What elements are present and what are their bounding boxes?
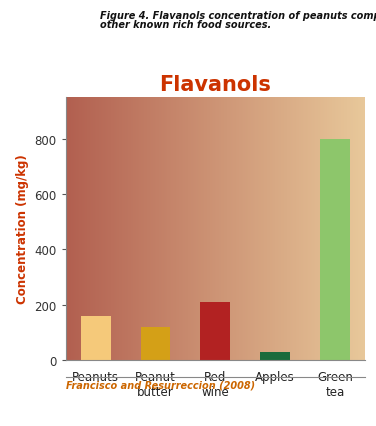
Text: other known rich food sources.: other known rich food sources. xyxy=(100,20,271,30)
Title: Flavanols: Flavanols xyxy=(159,75,271,95)
Text: Figure 4. Flavanols concentration of peanuts compared to: Figure 4. Flavanols concentration of pea… xyxy=(100,11,376,20)
Bar xyxy=(260,352,290,360)
Bar xyxy=(320,139,350,360)
Bar xyxy=(141,327,170,360)
Y-axis label: Concentration (mg/kg): Concentration (mg/kg) xyxy=(16,154,29,304)
Bar xyxy=(81,316,111,360)
Bar xyxy=(200,302,230,360)
Text: Francisco and Resurreccion (2008): Francisco and Resurreccion (2008) xyxy=(66,380,255,390)
